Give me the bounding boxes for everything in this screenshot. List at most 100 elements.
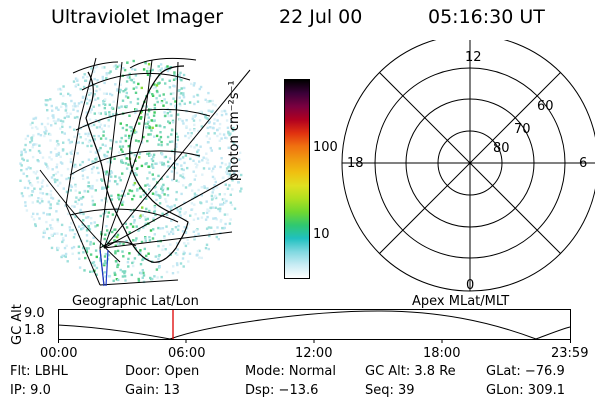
emission-pixel bbox=[198, 111, 201, 114]
emission-pixel bbox=[30, 139, 34, 142]
emission-pixel bbox=[180, 79, 183, 82]
emission-pixel bbox=[138, 216, 142, 219]
emission-pixel bbox=[74, 183, 77, 187]
emission-pixel bbox=[105, 72, 108, 75]
emission-pixel bbox=[215, 113, 219, 116]
emission-pixel bbox=[240, 187, 243, 190]
emission-pixel bbox=[157, 174, 160, 178]
emission-pixel bbox=[64, 255, 67, 258]
emission-pixel bbox=[57, 153, 60, 156]
emission-pixel bbox=[66, 212, 70, 216]
emission-pixel bbox=[226, 213, 229, 216]
emission-pixel bbox=[182, 252, 185, 256]
emission-pixel bbox=[49, 204, 52, 208]
emission-pixel bbox=[130, 273, 133, 277]
emission-pixel bbox=[146, 122, 149, 125]
emission-pixel bbox=[80, 203, 83, 206]
emission-pixel bbox=[73, 165, 76, 168]
emission-pixel bbox=[48, 156, 51, 159]
emission-pixel bbox=[81, 174, 85, 177]
emission-pixel bbox=[136, 102, 140, 105]
emission-pixel bbox=[193, 192, 197, 195]
emission-pixel bbox=[87, 140, 91, 144]
emission-pixel bbox=[180, 164, 183, 167]
emission-pixel bbox=[120, 136, 123, 140]
emission-pixel bbox=[158, 265, 161, 269]
emission-pixel bbox=[138, 187, 142, 190]
emission-pixel bbox=[165, 101, 168, 104]
emission-pixel bbox=[101, 186, 104, 190]
emission-pixel bbox=[211, 126, 215, 130]
emission-pixel bbox=[89, 240, 92, 244]
emission-pixel bbox=[76, 83, 80, 86]
emission-pixel bbox=[105, 170, 109, 174]
emission-pixel bbox=[34, 125, 38, 129]
emission-pixel bbox=[49, 133, 52, 136]
emission-pixel bbox=[57, 108, 60, 111]
emission-pixel bbox=[93, 264, 96, 267]
emission-pixel bbox=[222, 227, 225, 230]
emission-pixel bbox=[81, 96, 85, 99]
emission-pixel bbox=[121, 145, 125, 148]
emission-pixel bbox=[44, 99, 48, 102]
emission-pixel bbox=[114, 83, 117, 86]
emission-pixel bbox=[200, 110, 203, 113]
emission-pixel bbox=[144, 237, 147, 240]
emission-pixel bbox=[135, 173, 138, 177]
emission-pixel bbox=[102, 102, 105, 106]
emission-pixel bbox=[119, 83, 122, 86]
emission-pixel bbox=[111, 230, 114, 234]
emission-pixel bbox=[191, 115, 195, 118]
emission-pixel bbox=[85, 239, 89, 243]
emission-pixel bbox=[154, 162, 157, 165]
emission-pixel bbox=[101, 78, 105, 81]
emission-pixel bbox=[153, 206, 156, 209]
emission-pixel bbox=[27, 166, 30, 169]
emission-pixel bbox=[124, 134, 127, 137]
emission-pixel bbox=[39, 151, 42, 154]
emission-pixel bbox=[66, 260, 69, 263]
emission-pixel bbox=[66, 167, 70, 171]
emission-pixel bbox=[207, 91, 210, 95]
emission-pixel bbox=[163, 235, 166, 238]
emission-pixel bbox=[134, 247, 137, 250]
emission-pixel bbox=[131, 128, 135, 131]
emission-pixel bbox=[90, 108, 93, 111]
emission-pixel bbox=[158, 194, 161, 197]
emission-pixel bbox=[212, 217, 215, 220]
emission-pixel bbox=[95, 273, 98, 276]
emission-pixel bbox=[223, 193, 226, 196]
emission-pixel bbox=[173, 204, 176, 207]
emission-pixel bbox=[132, 183, 135, 187]
emission-pixel bbox=[63, 132, 66, 135]
emission-pixel bbox=[52, 114, 55, 117]
emission-pixel bbox=[83, 269, 86, 272]
emission-pixel bbox=[191, 117, 194, 120]
emission-pixel bbox=[205, 117, 208, 120]
emission-pixel bbox=[139, 249, 142, 252]
emission-pixel bbox=[93, 138, 96, 141]
emission-pixel bbox=[178, 73, 181, 76]
emission-pixel bbox=[25, 167, 28, 171]
parallel-line bbox=[69, 208, 179, 223]
emission-pixel bbox=[54, 180, 57, 184]
emission-pixel bbox=[215, 235, 218, 239]
emission-pixel bbox=[103, 237, 106, 241]
emission-pixel bbox=[111, 213, 115, 216]
emission-pixel bbox=[134, 91, 138, 94]
emission-pixel bbox=[54, 147, 57, 150]
emission-pixel bbox=[56, 139, 59, 143]
emission-pixel bbox=[89, 150, 92, 153]
emission-pixel bbox=[221, 203, 224, 206]
emission-pixel bbox=[45, 163, 48, 166]
emission-pixel bbox=[179, 262, 183, 265]
emission-pixel bbox=[144, 61, 147, 64]
emission-pixel bbox=[174, 143, 178, 146]
emission-pixel bbox=[36, 177, 39, 180]
emission-pixel bbox=[223, 109, 226, 113]
emission-pixel bbox=[197, 129, 200, 133]
emission-pixel bbox=[113, 235, 117, 238]
emission-pixel bbox=[91, 201, 95, 204]
emission-pixel bbox=[105, 172, 108, 176]
emission-pixel bbox=[56, 220, 60, 223]
